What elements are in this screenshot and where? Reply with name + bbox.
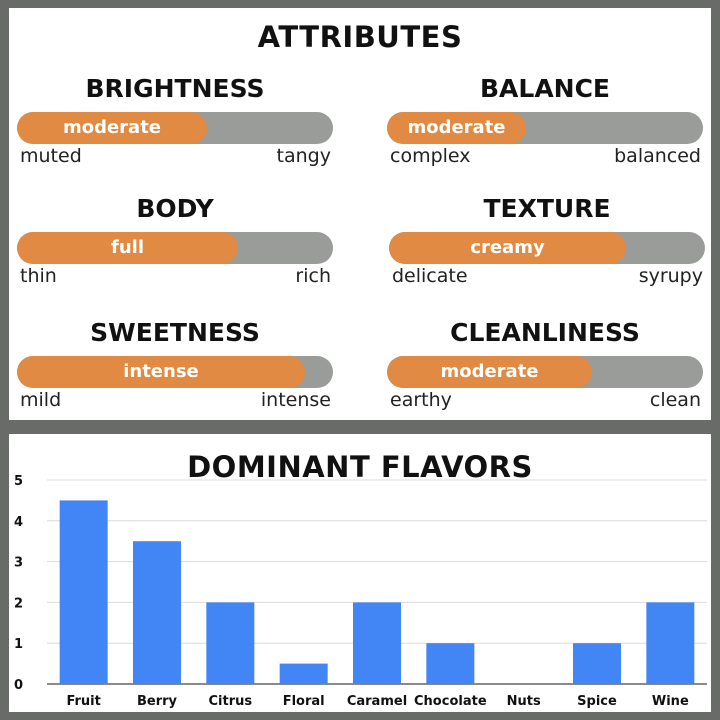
y-tick-label: 2 (14, 596, 23, 611)
attribute-fill (17, 356, 305, 388)
attribute-level: moderate (62, 117, 162, 138)
attribute-name: BALANCE (479, 74, 611, 103)
attribute-name: SWEETNESS (90, 318, 260, 347)
y-tick-label: 5 (14, 474, 23, 489)
x-tick-label: Nuts (507, 694, 541, 709)
attribute-level: moderate (407, 117, 506, 138)
attribute-high-label: rich (295, 265, 331, 287)
attribute-track: moderate (387, 112, 703, 144)
attribute-fill (389, 232, 626, 264)
attribute-fill (387, 356, 592, 388)
attribute-body: BODY full thin rich (17, 194, 333, 294)
flavors-panel: 0 1 2 3 4 5 Fruit Berry Citrus Floral Caramel Choco… (9, 434, 711, 712)
bar-chocolate (426, 643, 475, 684)
bar-wine (646, 602, 695, 684)
bar-floral (279, 663, 328, 684)
bar-caramel (353, 602, 401, 684)
x-tick-label: Berry (137, 694, 178, 709)
attribute-high-label: tangy (276, 145, 331, 167)
attribute-low-label: delicate (392, 265, 468, 287)
attribute-track: intense (17, 356, 333, 388)
attribute-low-label: mild (20, 389, 62, 411)
chart-title: DOMINANT FLAVORS (187, 450, 533, 484)
attribute-level: intense (123, 361, 199, 382)
bar-citrus (206, 602, 255, 684)
attribute-name: BODY (136, 194, 214, 223)
attribute-fill (17, 232, 238, 264)
attribute-track: full (17, 232, 333, 264)
attribute-name: CLEANLINESS (450, 318, 640, 347)
attribute-level: moderate (440, 361, 539, 382)
attribute-fill (387, 112, 526, 144)
attribute-sweetness: SWEETNESS intense mild intense (17, 318, 333, 418)
x-tick-label: Spice (577, 694, 617, 709)
attribute-track: moderate (387, 356, 703, 388)
x-tick-label: Caramel (347, 694, 407, 709)
y-tick-label: 0 (14, 678, 23, 693)
attributes-title: ATTRIBUTES (257, 20, 463, 54)
attribute-balance: BALANCE moderate complex balanced (387, 74, 703, 174)
attribute-high-label: syrupy (638, 265, 703, 287)
y-tick-label: 4 (14, 515, 23, 530)
x-tick-label: Citrus (209, 694, 253, 709)
attribute-track: creamy (389, 232, 705, 264)
attributes-panel: ATTRIBUTES BRIGHTNESS moderate muted tan… (9, 8, 711, 420)
x-tick-label: Fruit (66, 694, 100, 709)
flavor-bar-chart: 0 1 2 3 4 5 Fruit Berry Citrus Floral Caramel Choco… (14, 474, 707, 709)
attribute-level: creamy (470, 237, 545, 258)
x-tick-label: Wine (652, 694, 689, 709)
bar-spice (573, 643, 621, 684)
attribute-cleanliness: CLEANLINESS moderate earthy clean (387, 318, 703, 418)
attribute-low-label: earthy (390, 389, 452, 411)
attribute-high-label: intense (260, 389, 331, 411)
attribute-brightness: BRIGHTNESS moderate muted tangy (17, 74, 333, 174)
y-tick-label: 3 (14, 556, 23, 571)
attribute-low-label: thin (20, 265, 57, 287)
attribute-level: full (111, 237, 144, 258)
attribute-high-label: clean (649, 389, 701, 411)
bar-berry (133, 541, 181, 684)
attribute-fill (17, 112, 207, 144)
attribute-high-label: balanced (614, 145, 701, 167)
attribute-low-label: muted (20, 145, 82, 167)
attribute-name: BRIGHTNESS (85, 74, 265, 103)
x-tick-label: Floral (283, 694, 325, 709)
attribute-texture: TEXTURE creamy delicate syrupy (389, 194, 705, 294)
attribute-low-label: complex (390, 145, 471, 167)
attribute-track: moderate (17, 112, 333, 144)
attribute-name: TEXTURE (483, 194, 611, 223)
x-tick-label: Chocolate (414, 694, 487, 709)
y-tick-label: 1 (14, 637, 23, 652)
bar-fruit (59, 500, 108, 684)
